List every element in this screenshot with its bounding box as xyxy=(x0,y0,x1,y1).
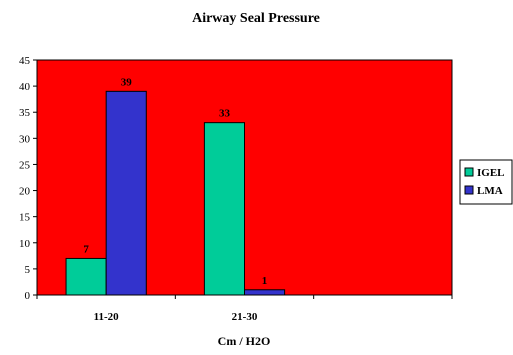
x-tick-label: 21-30 xyxy=(232,311,258,323)
bar xyxy=(203,122,245,296)
data-label: 7 xyxy=(83,243,89,255)
y-tick-label: 20 xyxy=(19,186,31,198)
y-tick-label: 45 xyxy=(19,55,31,67)
legend-swatch xyxy=(464,167,474,177)
y-axis: 0 5 10 15 20 25 30 35 40 45 xyxy=(19,55,37,302)
y-tick-label: 5 xyxy=(25,264,31,276)
x-axis: 11-20 21-30 xyxy=(36,295,453,323)
y-tick-label: 25 xyxy=(19,159,31,171)
x-tick-label: 11-20 xyxy=(94,311,120,323)
y-tick-label: 10 xyxy=(19,238,31,250)
y-tick-label: 0 xyxy=(25,290,31,302)
legend-label: IGEL xyxy=(477,167,505,179)
y-tick-label: 40 xyxy=(19,81,31,93)
legend-swatch xyxy=(464,185,474,195)
data-label: 39 xyxy=(121,76,133,88)
data-label: 1 xyxy=(262,275,268,287)
y-tick-label: 35 xyxy=(19,107,31,119)
bars-group xyxy=(65,90,286,296)
data-label: 33 xyxy=(219,108,231,120)
y-tick-label: 15 xyxy=(19,212,31,224)
legend-label: LMA xyxy=(477,185,503,197)
y-tick-label: 30 xyxy=(19,133,31,145)
legend: IGEL LMA xyxy=(459,159,513,205)
bar xyxy=(244,289,286,296)
bar xyxy=(65,257,107,296)
data-labels-group: 7 33 39 1 xyxy=(83,76,267,286)
legend-box xyxy=(459,159,513,205)
chart-title: Airway Seal Pressure xyxy=(192,11,320,26)
x-axis-label: Cm / H2O xyxy=(218,334,271,348)
bar xyxy=(105,90,147,296)
